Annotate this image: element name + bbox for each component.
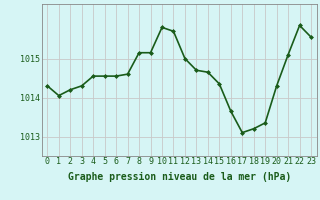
X-axis label: Graphe pression niveau de la mer (hPa): Graphe pression niveau de la mer (hPa) — [68, 172, 291, 182]
